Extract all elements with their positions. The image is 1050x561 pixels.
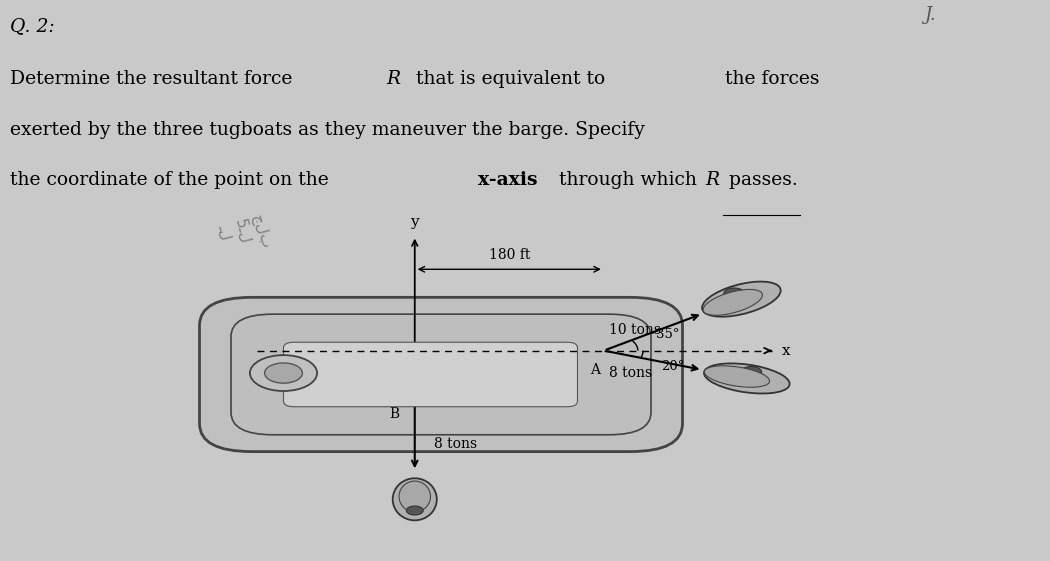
Text: the forces: the forces (719, 70, 820, 88)
Ellipse shape (704, 364, 790, 393)
Circle shape (265, 363, 302, 383)
Text: the coordinate of the point on the: the coordinate of the point on the (10, 171, 335, 189)
FancyBboxPatch shape (231, 314, 651, 435)
Text: through which: through which (553, 171, 704, 189)
Circle shape (250, 355, 317, 391)
Text: B: B (388, 407, 399, 421)
Text: 180 ft: 180 ft (488, 248, 530, 262)
Ellipse shape (393, 478, 437, 521)
Text: J.: J. (924, 6, 936, 24)
Circle shape (406, 506, 423, 515)
Text: A: A (590, 363, 601, 377)
Text: 8 tons: 8 tons (609, 366, 652, 380)
Text: جلب
5ـل
ـل: جلب 5ـل ـل (215, 213, 273, 260)
Text: 20°: 20° (662, 360, 685, 373)
Text: 35°: 35° (656, 328, 679, 342)
Text: 8 tons: 8 tons (434, 438, 477, 451)
Text: R: R (386, 70, 400, 88)
Text: Determine the resultant force: Determine the resultant force (10, 70, 299, 88)
Circle shape (740, 366, 761, 378)
Text: x-axis: x-axis (478, 171, 538, 189)
Text: Q. 2:: Q. 2: (10, 17, 56, 35)
Ellipse shape (399, 481, 430, 512)
Text: passes.: passes. (723, 171, 798, 189)
Text: exerted by the three tugboats as they maneuver the barge. Specify: exerted by the three tugboats as they ma… (10, 121, 646, 139)
Ellipse shape (704, 289, 762, 315)
Ellipse shape (702, 282, 781, 317)
Text: that is equivalent to: that is equivalent to (410, 70, 605, 88)
Ellipse shape (705, 366, 770, 387)
FancyBboxPatch shape (200, 297, 682, 452)
Text: y: y (411, 215, 419, 229)
Circle shape (723, 288, 744, 299)
Text: x: x (782, 344, 791, 357)
Text: R: R (706, 171, 719, 189)
FancyBboxPatch shape (284, 342, 578, 407)
Text: 10 tons: 10 tons (609, 323, 662, 337)
